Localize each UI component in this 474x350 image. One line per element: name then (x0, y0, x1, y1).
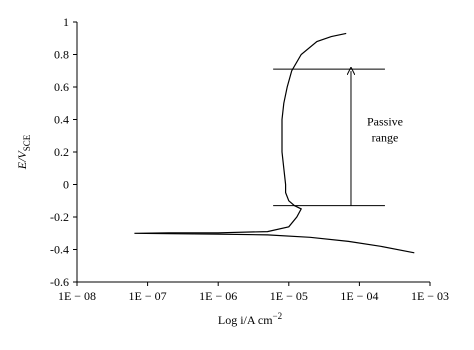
y-tick-label: 0.2 (54, 145, 69, 159)
y-tick-label: 0 (63, 178, 69, 192)
x-label-main: Log i/A cm (218, 313, 273, 327)
y-tick-label: 0.4 (54, 113, 69, 127)
x-tick-label: 1E − 03 (411, 289, 449, 303)
y-tick-label: 0.6 (54, 80, 69, 94)
y-axis-label: E/VSCE (15, 134, 32, 170)
y-label-main: E/V (15, 150, 29, 171)
y-tick-label: -0.6 (50, 275, 69, 289)
x-tick-label: 1E − 06 (199, 289, 237, 303)
x-tick-label: 1E − 05 (270, 289, 308, 303)
y-tick-label: -0.4 (50, 243, 69, 257)
x-tick-label: 1E − 04 (340, 289, 378, 303)
y-tick-label: 0.8 (54, 48, 69, 62)
x-label-sup: −2 (273, 311, 283, 321)
x-tick-label: 1E − 07 (129, 289, 167, 303)
x-axis-label: Log i/A cm−2 (218, 311, 282, 327)
y-label-sub: SCE (22, 134, 32, 151)
y-tick-label: -0.2 (50, 210, 69, 224)
passive-label: range (372, 130, 399, 144)
x-tick-label: 1E − 08 (58, 289, 96, 303)
passive-label: Passive (367, 114, 403, 128)
y-tick-label: 1 (63, 15, 69, 29)
